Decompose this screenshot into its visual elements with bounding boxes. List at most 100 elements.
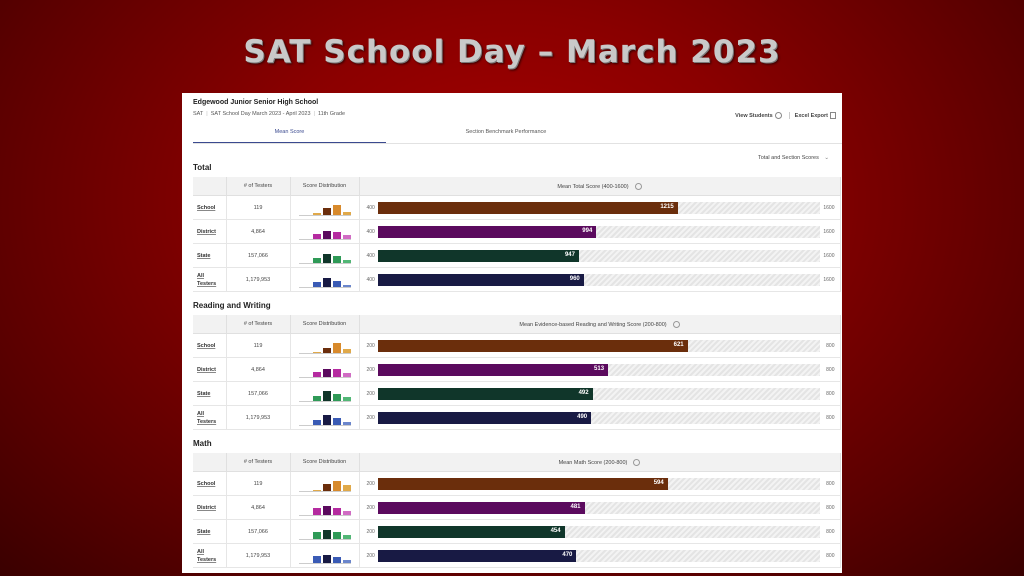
score-value: 1215 [660, 204, 674, 210]
score-track: 492 [377, 388, 820, 400]
distribution-bar [312, 257, 321, 263]
score-bar[interactable]: 594 [377, 478, 668, 490]
scale-max: 800 [826, 391, 835, 397]
group-cell[interactable]: District [193, 495, 227, 520]
table-row: District 4,864 400 994 1600 [193, 219, 841, 244]
distribution-cell [290, 471, 360, 496]
group-cell[interactable]: District [193, 357, 227, 382]
score-bar[interactable]: 492 [377, 388, 593, 400]
report-panel: Edgewood Junior Senior High School SAT | S… [182, 93, 842, 573]
distribution-bar [342, 211, 351, 215]
group-cell[interactable]: State [193, 243, 227, 268]
testers-count: 157,066 [226, 243, 291, 268]
group-cell[interactable]: School [193, 471, 227, 496]
distribution-bar [322, 414, 331, 425]
distribution-bar [332, 368, 341, 377]
score-value: 594 [653, 480, 664, 486]
score-bar[interactable]: 513 [377, 364, 609, 376]
group-cell[interactable]: All Testers [193, 405, 227, 430]
score-bar[interactable]: 481 [377, 502, 585, 514]
info-icon[interactable] [672, 320, 680, 328]
score-value: 994 [582, 228, 593, 234]
score-bar[interactable]: 994 [377, 226, 597, 238]
testers-count: 119 [226, 471, 291, 496]
view-students-button[interactable]: View Students [735, 112, 773, 119]
score-bar[interactable]: 960 [377, 274, 584, 286]
distribution-axis [298, 424, 351, 426]
score-value: 513 [594, 366, 605, 372]
scale-max: 1600 [823, 205, 835, 211]
chevron-down-icon: ⌄ [824, 155, 829, 161]
table-row: School 119 200 621 800 [193, 333, 841, 358]
distribution-bar [312, 351, 321, 353]
score-value: 490 [577, 414, 588, 420]
group-cell[interactable]: All Testers [193, 267, 227, 292]
testers-count: 157,066 [226, 381, 291, 406]
group-label[interactable]: All Testers [197, 548, 217, 563]
group-label[interactable]: State [197, 528, 211, 535]
score-table: # of Testers Score Distribution Mean Total… [193, 177, 841, 292]
group-cell[interactable]: School [193, 333, 227, 358]
section-title: Reading and Writing [193, 301, 271, 310]
score-bar[interactable]: 1215 [377, 202, 678, 214]
distribution-bar [342, 372, 351, 377]
excel-export-button[interactable]: Excel Export [794, 112, 828, 119]
score-bar[interactable]: 470 [377, 550, 577, 562]
scale-max: 800 [826, 553, 835, 559]
group-label[interactable]: District [197, 228, 216, 235]
distribution-bar [312, 531, 321, 539]
info-icon[interactable] [633, 458, 641, 466]
group-label[interactable]: School [197, 204, 216, 211]
group-label[interactable]: All Testers [197, 410, 217, 425]
group-cell[interactable]: State [193, 519, 227, 544]
group-label[interactable]: School [197, 480, 216, 487]
distribution-bar [342, 559, 351, 563]
score-bar[interactable]: 621 [377, 340, 688, 352]
distribution-bar [312, 371, 321, 377]
testers-header: # of Testers [226, 315, 291, 334]
score-bar[interactable]: 947 [377, 250, 579, 262]
group-label[interactable]: District [197, 504, 216, 511]
header-actions: View Students Excel Export [735, 112, 836, 119]
distribution-bar [332, 342, 341, 353]
testers-count: 1,179,953 [226, 267, 291, 292]
distribution-cell [290, 381, 360, 406]
score-track: 490 [377, 412, 820, 424]
tab-mean-score[interactable]: Mean Score [193, 129, 386, 143]
group-cell[interactable]: District [193, 219, 227, 244]
tab-section-benchmark[interactable]: Section Benchmark Performance [465, 129, 547, 135]
distribution-cell [290, 243, 360, 268]
table-row: School 119 200 594 800 [193, 471, 841, 496]
score-distribution-chart [291, 269, 359, 291]
group-cell[interactable]: School [193, 195, 227, 220]
score-track: 1215 [377, 202, 820, 214]
table-row: School 119 400 1215 1600 [193, 195, 841, 220]
testers-count: 157,066 [226, 519, 291, 544]
distribution-bar [322, 554, 331, 563]
group-label[interactable]: State [197, 390, 211, 397]
export-icon[interactable] [830, 112, 836, 119]
scale-max: 1600 [823, 277, 835, 283]
group-cell[interactable]: All Testers [193, 543, 227, 568]
info-icon[interactable] [634, 182, 642, 190]
group-label[interactable]: State [197, 252, 211, 259]
score-bar[interactable]: 490 [377, 412, 592, 424]
distribution-cell [290, 219, 360, 244]
group-label[interactable]: District [197, 366, 216, 373]
score-bar[interactable]: 454 [377, 526, 565, 538]
group-label[interactable]: School [197, 342, 216, 349]
view-students-icon[interactable] [774, 112, 782, 119]
scale-min: 200 [366, 391, 375, 397]
group-label[interactable]: All Testers [197, 272, 217, 287]
mean-score-cell: 400 947 1600 [359, 243, 841, 268]
distribution-bar [342, 510, 351, 515]
group-header [193, 177, 227, 196]
scale-max: 800 [826, 343, 835, 349]
slide-title: SAT School Day – March 2023 [243, 34, 781, 70]
distribution-bar [322, 277, 331, 287]
score-track: 481 [377, 502, 820, 514]
score-type-dropdown[interactable]: Total and Section Scores ⌄ [758, 155, 829, 161]
group-cell[interactable]: State [193, 381, 227, 406]
group-header [193, 453, 227, 472]
testers-count: 1,179,953 [226, 543, 291, 568]
